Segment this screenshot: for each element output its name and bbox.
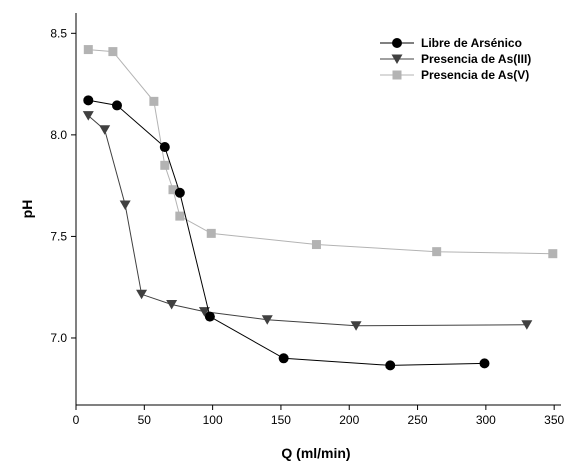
y-tick-label: 8.0 — [50, 128, 67, 142]
series-layer — [82, 45, 558, 371]
legend-marker — [392, 38, 402, 48]
x-tick-label: 100 — [203, 413, 223, 427]
x-tick-label: 250 — [408, 413, 428, 427]
legend-marker — [391, 54, 403, 64]
x-tick-label: 200 — [339, 413, 359, 427]
data-point — [204, 311, 215, 322]
data-point — [174, 187, 185, 198]
data-point — [350, 321, 362, 331]
x-tick-label: 50 — [138, 413, 152, 427]
legend-label: Presencia de As(III) — [421, 52, 531, 66]
data-point — [206, 228, 216, 238]
y-tick-label: 7.5 — [50, 229, 67, 243]
data-point — [83, 95, 94, 106]
legend-entry: Libre de Arsénico — [380, 36, 522, 50]
data-point — [119, 200, 131, 210]
data-point — [432, 247, 442, 257]
legend-marker — [392, 70, 402, 80]
x-tick-label: 350 — [544, 413, 564, 427]
legend: Libre de Arsénico Presencia de As(III) Pre… — [380, 36, 531, 82]
y-tick-label: 7.0 — [50, 331, 67, 345]
legend-entry: Presencia de As(V) — [380, 68, 529, 82]
data-point — [111, 100, 122, 111]
x-tick-label: 300 — [476, 413, 496, 427]
series-3 — [83, 45, 558, 259]
y-axis-title: pH — [19, 200, 35, 219]
data-point — [168, 185, 178, 195]
data-point — [83, 45, 93, 55]
series-line — [88, 99, 485, 366]
data-point — [261, 315, 273, 325]
data-point — [159, 142, 170, 153]
legend-entry: Presencia de As(III) — [380, 52, 531, 66]
data-point — [175, 211, 185, 221]
legend-label: Libre de Arsénico — [421, 36, 522, 50]
data-point — [385, 360, 396, 371]
axes: 0 50 100 150 200 250 300 350 7.0 7.5 8.0 8.5 — [50, 13, 565, 427]
y-tick-label: 8.5 — [50, 26, 67, 40]
x-axis-title: Q (ml/min) — [281, 445, 350, 461]
data-point — [311, 240, 321, 250]
x-tick-label: 0 — [73, 413, 80, 427]
data-point — [136, 289, 148, 300]
series-line — [88, 49, 553, 255]
series-line — [87, 115, 527, 327]
series-1 — [83, 95, 490, 371]
data-point — [160, 160, 170, 170]
data-point — [479, 358, 490, 369]
data-point — [82, 111, 94, 121]
data-point — [548, 249, 558, 259]
data-point — [198, 307, 210, 317]
x-tick-label: 150 — [271, 413, 291, 427]
data-point — [149, 96, 159, 106]
legend-label: Presencia de As(V) — [421, 68, 529, 82]
data-point — [521, 320, 533, 330]
data-point — [108, 47, 118, 57]
series-2 — [82, 111, 533, 331]
data-point — [278, 353, 289, 364]
data-point — [166, 299, 178, 310]
data-point — [99, 125, 111, 135]
